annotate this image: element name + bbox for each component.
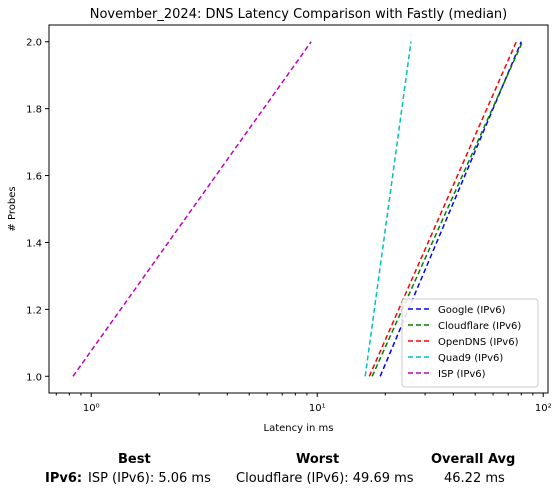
y-axis-label: # Probes [7,186,18,231]
overall-avg-value: 46.22 ms [444,471,505,486]
legend-entry: Quad9 (IPv6) [438,353,503,364]
worst-header: Worst [296,452,340,467]
worst-value: Cloudflare (IPv6): 49.69 ms [236,471,414,486]
best-header: Best [118,452,151,467]
chart-title: November_2024: DNS Latency Comparison wi… [90,7,507,22]
y-tick-label: 1.0 [26,372,42,383]
series-line [72,41,312,377]
legend-entry: OpenDNS (IPv6) [438,337,519,348]
latency-chart: November_2024: DNS Latency Comparison wi… [7,7,552,434]
y-tick-label: 1.4 [26,238,42,249]
legend-entry: ISP (IPv6) [438,369,486,380]
legend-entry: Cloudflare (IPv6) [438,321,521,332]
ipv6-row-label: IPv6: [45,471,83,486]
x-axis-label: Latency in ms [264,423,334,434]
x-tick-label: 10² [535,403,552,414]
plot-frame [48,24,549,394]
best-value: ISP (IPv6): 5.06 ms [88,471,211,486]
y-tick-label: 1.2 [26,305,42,316]
legend-box [401,298,539,388]
series-line [368,41,517,377]
legend-entry: Google (IPv6) [438,305,506,316]
x-tick-label: 10¹ [309,403,326,414]
overall-avg-header: Overall Avg [431,452,516,467]
y-tick-label: 1.8 [26,105,42,116]
x-tick-label: 10⁰ [83,403,100,414]
y-tick-label: 1.6 [26,172,42,183]
series-line [364,41,412,377]
y-tick-label: 2.0 [26,38,42,49]
series-line [371,41,524,377]
